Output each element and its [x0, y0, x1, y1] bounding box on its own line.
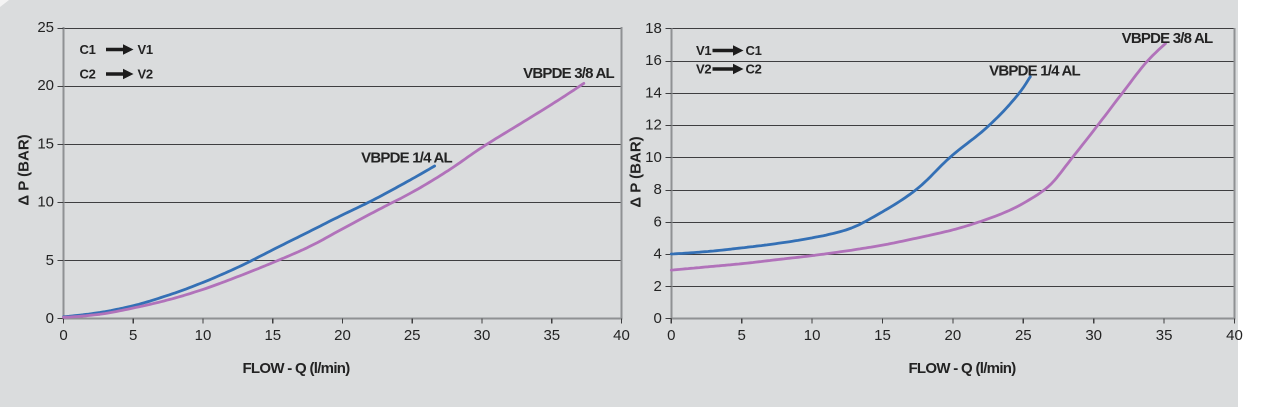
svg-text:C2: C2 — [746, 62, 762, 77]
svg-text:C2: C2 — [80, 67, 96, 82]
svg-text:30: 30 — [474, 327, 491, 344]
svg-text:V1: V1 — [696, 43, 711, 58]
svg-text:Δ P (BAR): Δ P (BAR) — [16, 134, 33, 205]
svg-text:2: 2 — [653, 278, 661, 295]
svg-text:14: 14 — [645, 84, 662, 101]
svg-text:5: 5 — [46, 252, 54, 269]
svg-text:15: 15 — [874, 327, 891, 344]
svg-text:40: 40 — [1226, 327, 1243, 344]
svg-text:FLOW - Q (l/min): FLOW - Q (l/min) — [908, 360, 1016, 377]
svg-text:15: 15 — [264, 327, 281, 344]
svg-text:10: 10 — [804, 327, 821, 344]
svg-text:C1: C1 — [80, 42, 96, 57]
svg-text:VBPDE 3/8 AL: VBPDE 3/8 AL — [523, 65, 614, 82]
svg-text:35: 35 — [1156, 327, 1173, 344]
svg-text:0: 0 — [667, 327, 675, 344]
svg-text:Δ P (BAR): Δ P (BAR) — [628, 136, 645, 207]
svg-text:20: 20 — [945, 327, 962, 344]
svg-text:12: 12 — [645, 117, 662, 134]
svg-text:5: 5 — [129, 327, 137, 344]
svg-text:40: 40 — [613, 327, 630, 344]
svg-text:5: 5 — [738, 327, 746, 344]
svg-text:0: 0 — [59, 327, 67, 344]
svg-text:35: 35 — [543, 327, 560, 344]
svg-text:10: 10 — [645, 149, 662, 166]
svg-text:FLOW - Q (l/min): FLOW - Q (l/min) — [242, 360, 350, 377]
svg-text:25: 25 — [404, 327, 421, 344]
svg-text:25: 25 — [1015, 327, 1032, 344]
svg-text:20: 20 — [37, 77, 54, 94]
svg-text:16: 16 — [645, 52, 662, 69]
svg-text:10: 10 — [195, 327, 212, 344]
svg-text:25: 25 — [37, 19, 54, 36]
svg-text:18: 18 — [645, 20, 662, 37]
svg-text:0: 0 — [653, 310, 661, 327]
svg-text:V2: V2 — [696, 62, 711, 77]
svg-text:4: 4 — [653, 246, 661, 263]
svg-text:30: 30 — [1085, 327, 1102, 344]
svg-text:VBPDE 3/8 AL: VBPDE 3/8 AL — [1122, 30, 1213, 47]
svg-text:8: 8 — [653, 181, 661, 198]
svg-text:V1: V1 — [138, 42, 153, 57]
svg-text:10: 10 — [37, 194, 54, 211]
svg-text:VBPDE 1/4 AL: VBPDE 1/4 AL — [361, 150, 452, 167]
svg-text:20: 20 — [334, 327, 351, 344]
svg-text:0: 0 — [46, 310, 54, 327]
svg-text:6: 6 — [653, 213, 661, 230]
svg-text:V2: V2 — [138, 67, 153, 82]
svg-text:C1: C1 — [746, 43, 762, 58]
svg-text:15: 15 — [37, 135, 54, 152]
svg-text:VBPDE 1/4 AL: VBPDE 1/4 AL — [989, 63, 1080, 80]
